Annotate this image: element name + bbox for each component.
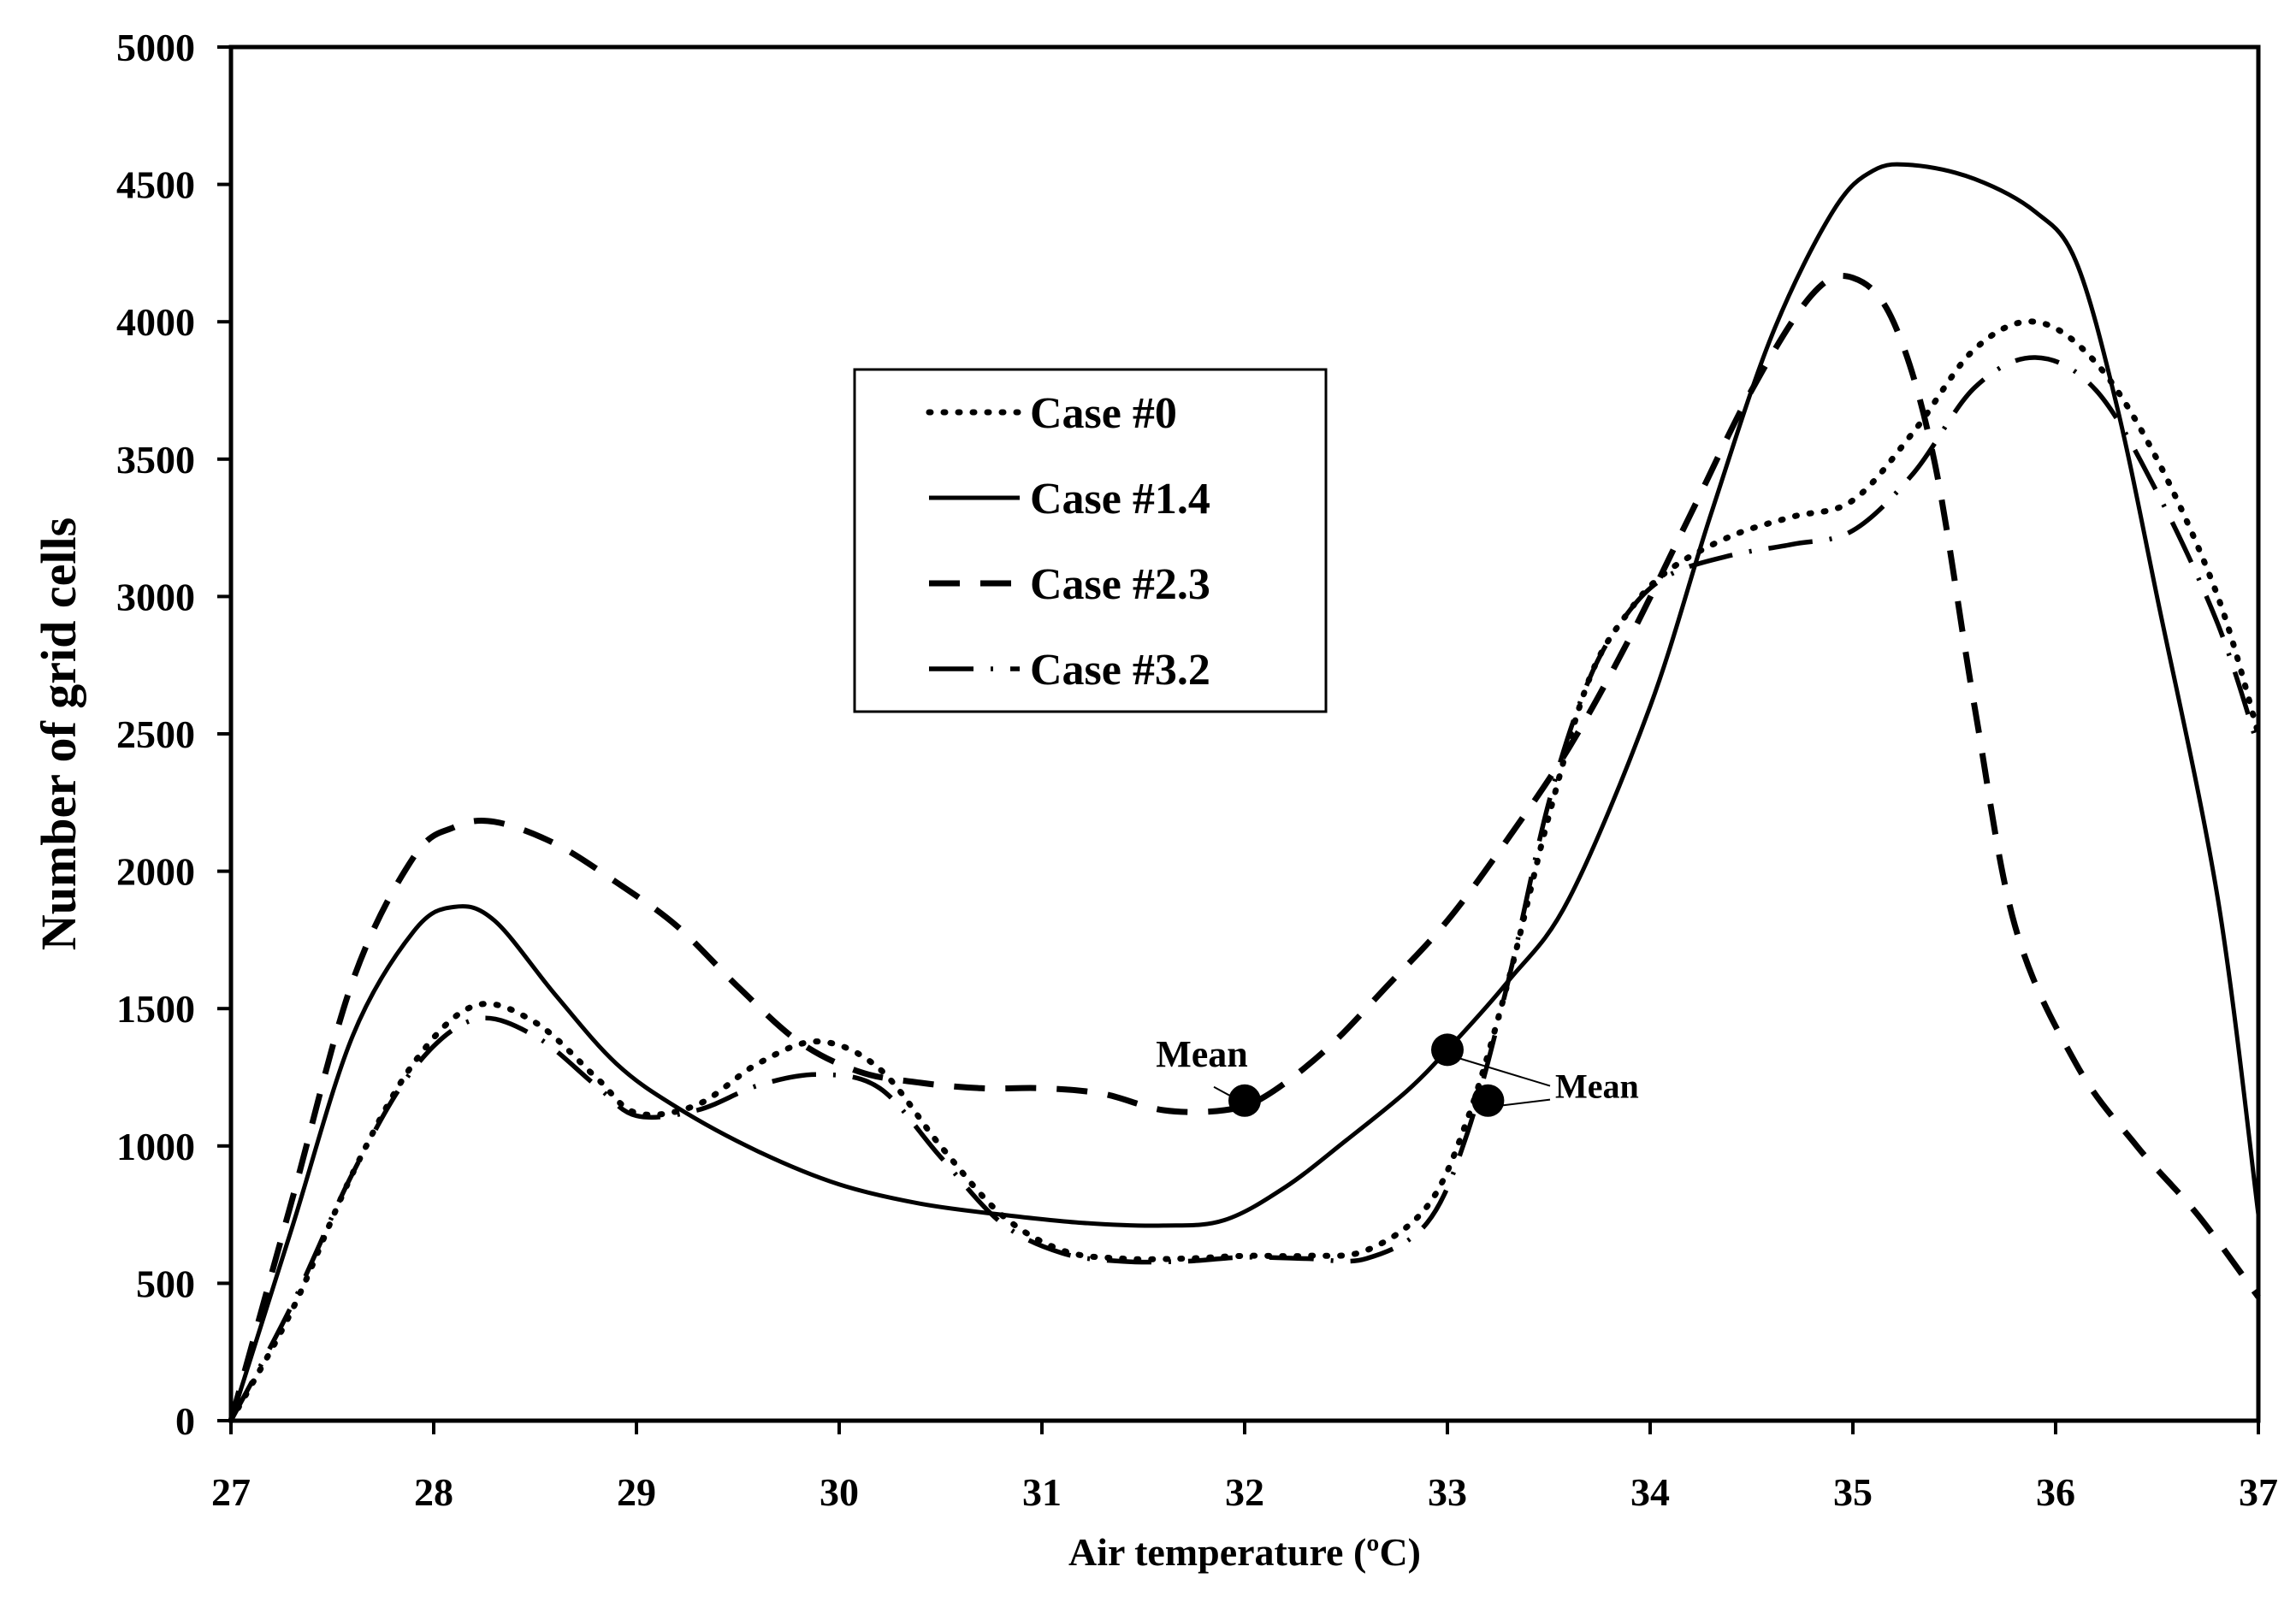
x-tick-label: 27: [211, 1470, 251, 1514]
y-tick-label: 1500: [116, 987, 195, 1031]
x-tick-label: 35: [1833, 1470, 1873, 1514]
x-tick-label: 28: [414, 1470, 453, 1514]
y-tick-label: 2500: [116, 712, 195, 756]
y-tick-label: 1000: [116, 1125, 195, 1168]
mean-label: Mean: [1555, 1067, 1639, 1106]
legend-label-case-2-3: Case #2.3: [1030, 560, 1210, 609]
mean-marker: [1431, 1033, 1464, 1067]
series-line-case-2-3: [228, 272, 2261, 1422]
mean-leader: [1213, 1085, 1234, 1098]
y-tick-label: 500: [136, 1262, 195, 1305]
y-tick-label: 4500: [116, 163, 195, 207]
x-tick-label: 32: [1225, 1470, 1264, 1514]
legend-label-case-0: Case #0: [1030, 389, 1177, 438]
legend: Case #0 Case #1.4 Case #2.3 Case #3.2: [853, 368, 1328, 713]
y-tick-label: 5000: [116, 26, 195, 69]
legend-label-case-1-4: Case #1.4: [1030, 475, 1210, 523]
series-layer: [228, 162, 2262, 1424]
legend-items: Case #0 Case #1.4 Case #2.3 Case #3.2: [926, 389, 1210, 695]
y-tick-label: 3000: [116, 575, 195, 618]
ticks-layer: 27 28 29 30 31 32 33 34 35 36 37 0 500 1000 1500 2000 25…: [116, 26, 2278, 1514]
mean-markers: Mean Mean: [1156, 1033, 1639, 1117]
series-line-case-1-4: [228, 162, 2261, 1422]
x-tick-label: 31: [1022, 1470, 1062, 1514]
x-tick-label: 37: [2239, 1470, 2278, 1514]
y-tick-label: 0: [175, 1399, 195, 1443]
series-line-case-3-2: [228, 355, 2261, 1422]
x-tick-label: 29: [617, 1470, 656, 1514]
y-tick-label: 2000: [116, 850, 195, 894]
legend-label-case-3-2: Case #3.2: [1030, 646, 1210, 695]
mean-label: Mean: [1156, 1033, 1248, 1075]
x-tick-label: 34: [1630, 1470, 1670, 1514]
mean-marker: [1471, 1084, 1505, 1117]
mean-marker: [1228, 1084, 1261, 1117]
y-tick-label: 3500: [116, 438, 195, 482]
series-line-case-0: [228, 318, 2262, 1424]
y-tick-label: 4000: [116, 300, 195, 344]
mean-leader: [1459, 1057, 1551, 1087]
x-tick-label: 30: [820, 1470, 859, 1514]
y-axis-title: Number of grid cells: [31, 517, 86, 950]
x-axis-title: Air temperature (ºC): [1068, 1530, 1421, 1574]
mean-leader: [1500, 1098, 1551, 1107]
x-tick-label: 36: [2036, 1470, 2075, 1514]
legend-box: [853, 368, 1328, 713]
x-tick-label: 33: [1428, 1470, 1467, 1514]
